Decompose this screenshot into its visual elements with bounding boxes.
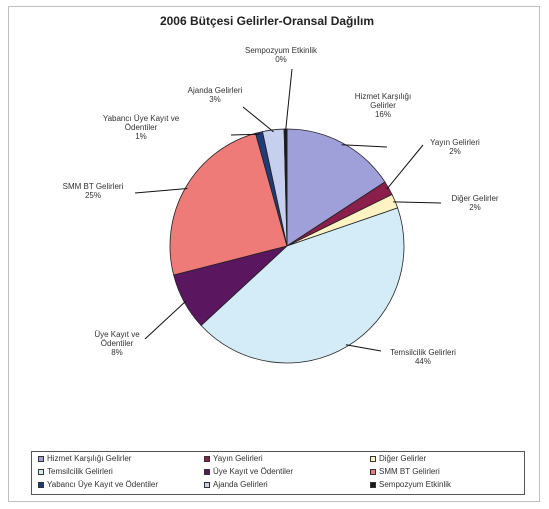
slice-label-5: SMM BT Gelirleri 25% — [63, 182, 124, 200]
legend-swatch — [204, 481, 210, 488]
pie-chart: 2006 Bütçesi Gelirler-Oransal Dağılım Hi… — [63, 14, 499, 366]
leader-line-7 — [242, 106, 274, 133]
legend-label: Yayın Gelirleri — [213, 454, 263, 463]
pie-slice-5 — [169, 132, 288, 276]
chart-frame: 2006 Bütçesi Gelirler-Oransal Dağılım Hi… — [8, 6, 540, 502]
leader-line-1 — [386, 144, 424, 190]
legend-item: Temsilcilik Gelirleri — [38, 467, 113, 476]
leader-line-2 — [393, 201, 442, 204]
legend-swatch — [38, 468, 44, 475]
leader-lines — [134, 68, 442, 352]
legend-item: Üye Kayıt ve Ödentiler — [204, 467, 293, 476]
slice-label-6: Yabancı Üye Kayıt ve Ödentiler 1% — [103, 114, 180, 141]
legend-swatch — [370, 468, 376, 475]
pie-slice-0 — [286, 128, 386, 247]
leader-line-6 — [230, 133, 260, 136]
slice-label-8: Sempozyum Etkinlik 0% — [245, 46, 318, 64]
legend-label: Sempozyum Etkinlik — [379, 480, 452, 489]
slice-labels: Hizmet Karşılığı Gelirler 16% Yayın Gelirle… — [63, 46, 499, 366]
legend-label: SMM BT Gelirleri — [379, 467, 440, 476]
leader-line-8 — [285, 68, 293, 132]
legend-swatch — [38, 481, 44, 488]
legend-item: Yabancı Üye Kayıt ve Ödentiler — [38, 480, 158, 489]
slice-label-2: Diğer Gelirler 2% — [451, 194, 498, 212]
chart-title: 2006 Bütçesi Gelirler-Oransal Dağılım — [160, 14, 374, 28]
leader-line-5 — [134, 188, 188, 194]
slice-label-1: Yayın Gelirleri 2% — [430, 138, 480, 156]
legend-label: Ajanda Gelirleri — [213, 480, 268, 489]
legend-swatch — [204, 455, 210, 462]
legend-label: Temsilcilik Gelirleri — [47, 467, 113, 476]
legend-swatch — [370, 481, 376, 488]
slice-label-0: Hizmet Karşılığı Gelirler 16% — [355, 92, 411, 119]
leader-line-0 — [341, 144, 388, 148]
legend-label: Üye Kayıt ve Ödentiler — [213, 467, 294, 476]
legend-swatch — [370, 455, 376, 462]
legend-label: Hizmet Karşılığı Gelirler — [47, 454, 132, 463]
pie-slices — [169, 128, 405, 364]
legend-item: SMM BT Gelirleri — [370, 467, 440, 476]
legend-label: Diğer Gelirler — [379, 454, 427, 463]
leader-line-3 — [345, 344, 382, 352]
pie-slice-3 — [200, 207, 405, 364]
legend: Hizmet Karşılığı Gelirler Yayın Gelirleri… — [31, 451, 525, 495]
slice-label-7: Ajanda Gelirleri 3% — [188, 86, 243, 104]
legend-item: Diğer Gelirler — [370, 454, 426, 463]
legend-item: Sempozyum Etkinlik — [370, 480, 451, 489]
slice-label-3: Temsilcilik Gelirleri 44% — [390, 348, 456, 366]
legend-item: Hizmet Karşılığı Gelirler — [38, 454, 131, 463]
legend-swatch — [204, 468, 210, 475]
slice-label-4: Üye Kayıt ve Ödentiler 8% — [94, 330, 140, 357]
legend-swatch — [38, 455, 44, 462]
legend-item: Yayın Gelirleri — [204, 454, 263, 463]
legend-item: Ajanda Gelirleri — [204, 480, 268, 489]
legend-label: Yabancı Üye Kayıt ve Ödentiler — [47, 480, 159, 489]
leader-line-4 — [144, 300, 187, 340]
